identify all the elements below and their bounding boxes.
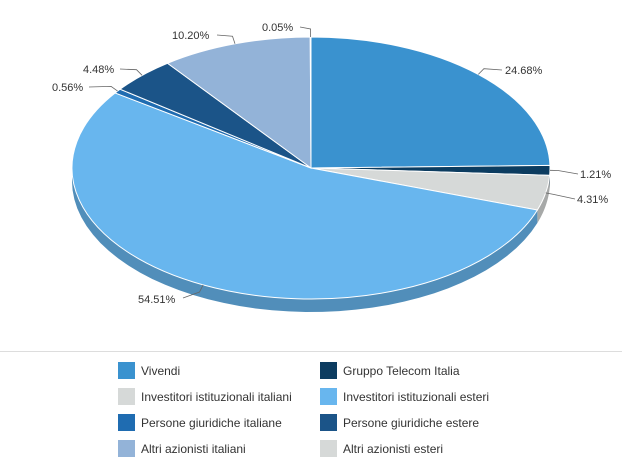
legend-label: Altri azionisti italiani: [141, 441, 246, 456]
leader-line-7: [299, 26, 312, 37]
pie-leader-layer: [88, 26, 579, 299]
legend-item-investitori-istituzionali-esteri[interactable]: Investitori istituzionali esteri: [320, 388, 522, 405]
legend-swatch: [118, 362, 135, 379]
leader-line-6: [216, 34, 236, 44]
legend-item-investitori-istituzionali-italiani[interactable]: Investitori istituzionali italiani: [118, 388, 320, 405]
legend-swatch: [118, 414, 135, 431]
data-label-4: 0.56%: [52, 82, 83, 94]
legend-swatch: [118, 440, 135, 457]
chart-legend: Vivendi Gruppo Telecom Italia Investitor…: [118, 362, 538, 457]
pie-slice-3[interactable]: [71, 92, 539, 300]
legend-swatch: [320, 362, 337, 379]
data-label-2: 4.31%: [577, 194, 608, 206]
data-label-7: 0.05%: [262, 22, 293, 34]
pie-label-layer: 24.68% 1.21% 4.31% 54.51% 0.56%4.48% 10.20% 0.…: [52, 22, 611, 306]
leader-line-2: [545, 192, 576, 200]
legend-item-altri-azionisti-italiani[interactable]: Altri azionisti italiani: [118, 440, 320, 457]
data-label-0: 24.68%: [505, 65, 543, 77]
leader-line-5: [119, 68, 143, 76]
legend-divider: [0, 351, 622, 352]
legend-label: Investitori istituzionali esteri: [343, 389, 490, 404]
data-label-3: 54.51%: [138, 294, 176, 306]
legend-item-altri-azionisti-esteri[interactable]: Altri azionisti esteri: [320, 440, 522, 457]
legend-label: Investitori istituzionali italiani: [141, 389, 292, 404]
leader-line-4: [88, 85, 118, 92]
pie-chart-plot: 24.68% 1.21% 4.31% 54.51% 0.56%4.48% 10.20% 0.…: [52, 22, 611, 312]
legend-swatch: [320, 388, 337, 405]
data-label-5: 4.48%: [83, 64, 114, 76]
data-label-6: 10.20%: [172, 30, 210, 42]
legend-label: Gruppo Telecom Italia: [343, 363, 460, 378]
legend-label: Persone giuridiche italiane: [141, 415, 282, 430]
legend-label: Altri azionisti esteri: [343, 441, 444, 456]
legend-item-gruppo-telecom-italia[interactable]: Gruppo Telecom Italia: [320, 362, 522, 379]
legend-swatch: [118, 388, 135, 405]
legend-item-persone-giuridiche-estere[interactable]: Persone giuridiche estere: [320, 414, 522, 431]
legend-item-vivendi[interactable]: Vivendi: [118, 362, 320, 379]
legend-label: Vivendi: [141, 363, 181, 378]
leader-line-0: [478, 68, 503, 75]
data-label-1: 1.21%: [580, 169, 611, 181]
leader-line-3: [182, 284, 204, 299]
legend-swatch: [320, 440, 337, 457]
legend-item-persone-giuridiche-italiane[interactable]: Persone giuridiche italiane: [118, 414, 320, 431]
legend-label: Persone giuridiche estere: [343, 415, 480, 430]
pie-slice-0[interactable]: [310, 36, 551, 169]
legend-swatch: [320, 414, 337, 431]
pie-slice-layer: [71, 36, 551, 300]
leader-line-1: [549, 169, 579, 175]
